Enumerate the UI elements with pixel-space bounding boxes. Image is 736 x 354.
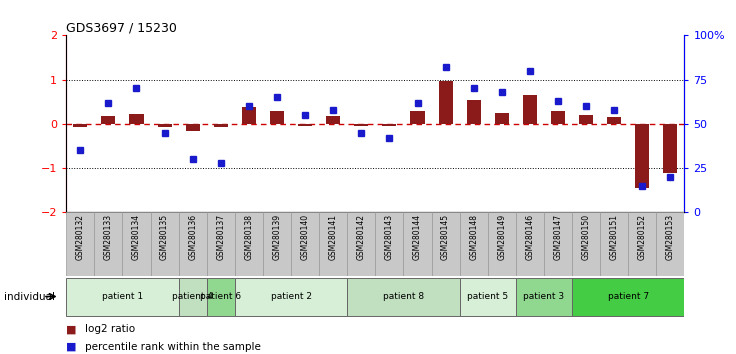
- Bar: [242, 107, 256, 124]
- Bar: [66, 212, 94, 276]
- Bar: [572, 278, 684, 316]
- Text: GSM280151: GSM280151: [609, 214, 619, 260]
- Bar: [326, 116, 340, 124]
- Text: patient 7: patient 7: [608, 292, 649, 301]
- Text: GSM280140: GSM280140: [300, 214, 310, 261]
- Bar: [263, 212, 291, 276]
- Bar: [179, 212, 207, 276]
- Bar: [151, 212, 179, 276]
- Bar: [74, 124, 88, 127]
- Bar: [495, 113, 509, 124]
- Text: GSM280145: GSM280145: [441, 214, 450, 261]
- Bar: [600, 212, 629, 276]
- Text: GSM280152: GSM280152: [638, 214, 647, 260]
- Text: GSM280150: GSM280150: [581, 214, 590, 261]
- Bar: [375, 212, 403, 276]
- Text: ■: ■: [66, 324, 77, 334]
- Text: patient 5: patient 5: [467, 292, 509, 301]
- Bar: [347, 278, 460, 316]
- Bar: [291, 212, 319, 276]
- Bar: [354, 124, 368, 126]
- Bar: [551, 110, 565, 124]
- Text: GSM280142: GSM280142: [357, 214, 366, 260]
- Bar: [66, 278, 179, 316]
- Text: ■: ■: [66, 342, 77, 352]
- Bar: [298, 124, 312, 126]
- Bar: [431, 212, 460, 276]
- Bar: [383, 124, 397, 126]
- Text: GSM280143: GSM280143: [385, 214, 394, 261]
- Bar: [629, 212, 657, 276]
- Bar: [158, 124, 171, 126]
- Text: patient 2: patient 2: [271, 292, 311, 301]
- Text: individual: individual: [4, 291, 54, 302]
- Bar: [460, 212, 488, 276]
- Text: GSM280141: GSM280141: [329, 214, 338, 260]
- Text: GSM280138: GSM280138: [244, 214, 253, 260]
- Text: GSM280148: GSM280148: [470, 214, 478, 260]
- Bar: [411, 110, 425, 124]
- Bar: [572, 212, 600, 276]
- Bar: [516, 212, 544, 276]
- Text: GSM280153: GSM280153: [666, 214, 675, 261]
- Text: GSM280135: GSM280135: [160, 214, 169, 261]
- Text: patient 1: patient 1: [102, 292, 143, 301]
- Bar: [657, 212, 684, 276]
- Text: GSM280149: GSM280149: [498, 214, 506, 261]
- Text: GDS3697 / 15230: GDS3697 / 15230: [66, 21, 177, 34]
- Text: percentile rank within the sample: percentile rank within the sample: [85, 342, 261, 352]
- Text: GSM280139: GSM280139: [272, 214, 281, 261]
- Text: patient 4: patient 4: [172, 292, 213, 301]
- Text: GSM280144: GSM280144: [413, 214, 422, 261]
- Bar: [179, 278, 207, 316]
- Bar: [607, 117, 621, 124]
- Bar: [663, 124, 677, 172]
- Text: GSM280146: GSM280146: [526, 214, 534, 261]
- Bar: [523, 95, 537, 124]
- Text: GSM280136: GSM280136: [188, 214, 197, 261]
- Text: GSM280147: GSM280147: [553, 214, 562, 261]
- Bar: [235, 278, 347, 316]
- Bar: [102, 116, 116, 124]
- Bar: [516, 278, 572, 316]
- Bar: [467, 99, 481, 124]
- Bar: [207, 212, 235, 276]
- Bar: [235, 212, 263, 276]
- Bar: [185, 124, 199, 131]
- Bar: [544, 212, 572, 276]
- Text: GSM280133: GSM280133: [104, 214, 113, 261]
- Bar: [270, 110, 284, 124]
- Bar: [439, 80, 453, 124]
- Text: patient 3: patient 3: [523, 292, 565, 301]
- Bar: [488, 212, 516, 276]
- Bar: [130, 114, 144, 124]
- Text: patient 6: patient 6: [200, 292, 241, 301]
- Bar: [347, 212, 375, 276]
- Text: GSM280132: GSM280132: [76, 214, 85, 260]
- Text: patient 8: patient 8: [383, 292, 424, 301]
- Bar: [213, 124, 228, 127]
- Bar: [403, 212, 431, 276]
- Text: GSM280134: GSM280134: [132, 214, 141, 261]
- Text: log2 ratio: log2 ratio: [85, 324, 135, 334]
- Bar: [460, 278, 516, 316]
- Bar: [579, 115, 593, 124]
- Bar: [635, 124, 649, 188]
- Bar: [94, 212, 122, 276]
- Text: GSM280137: GSM280137: [216, 214, 225, 261]
- Bar: [122, 212, 151, 276]
- Bar: [319, 212, 347, 276]
- Bar: [207, 278, 235, 316]
